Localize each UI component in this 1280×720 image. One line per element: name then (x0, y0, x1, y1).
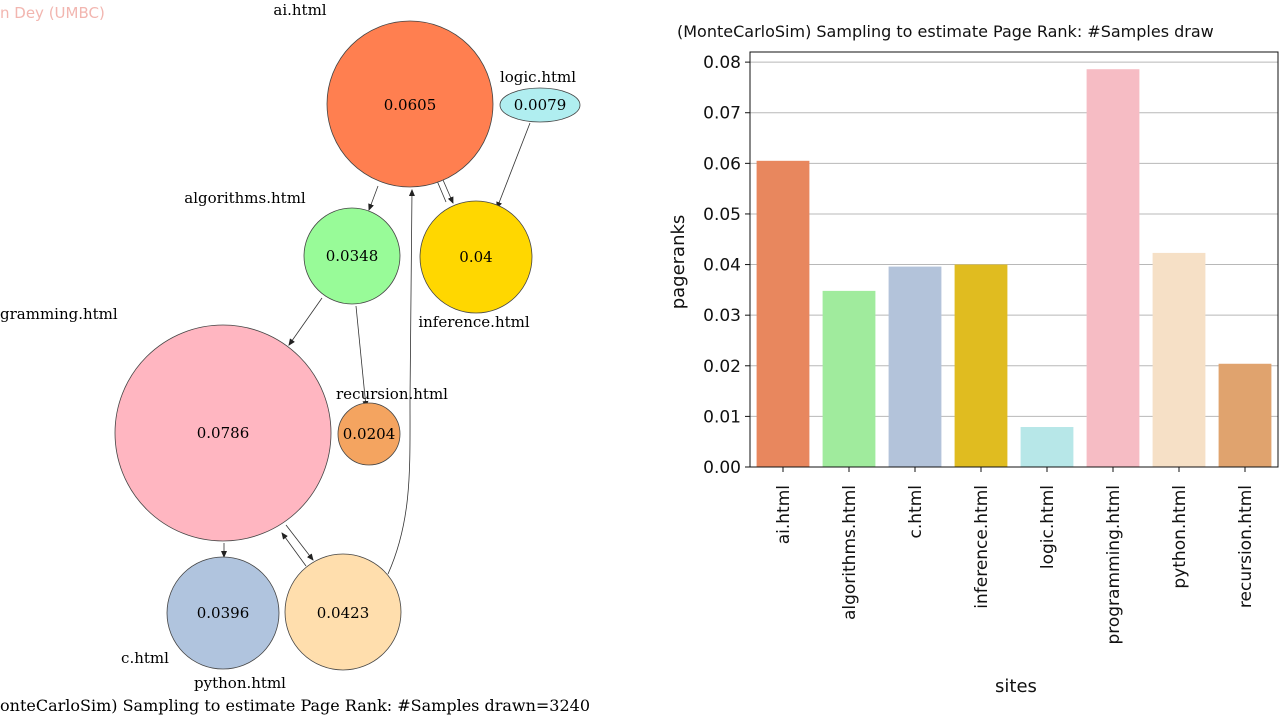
node-python-circle (284, 553, 402, 671)
y-tick-label: 0.06 (703, 154, 741, 174)
node-algorithms-value: 0.0348 (326, 247, 379, 265)
edge-algorithms-programming (288, 297, 323, 346)
y-tick-label: 0.00 (703, 458, 741, 478)
plot-frame (749, 51, 1279, 468)
x-tick-label: logic.html (1038, 485, 1058, 569)
y-tick-label: 0.08 (703, 53, 741, 73)
bar-python (1152, 252, 1206, 467)
node-recursion: 0.0204 recursion.html (336, 385, 448, 466)
node-c-circle (166, 556, 280, 670)
x-axis-label: sites (995, 676, 1037, 697)
chart-title: (MonteCarloSim) Sampling to estimate Pag… (677, 22, 1214, 41)
node-ai-label: ai.html (273, 1, 326, 19)
node-programming: 0.0786 gramming.html (0, 305, 332, 542)
y-tick-label: 0.05 (703, 205, 741, 225)
bar-programming (1086, 69, 1140, 468)
node-python-value: 0.0423 (317, 604, 370, 622)
node-inference-value: 0.04 (459, 248, 492, 266)
node-c-value: 0.0396 (197, 604, 250, 622)
edge-algorithms-recursion (355, 305, 369, 408)
bar-ai (756, 160, 810, 467)
x-tick-label: c.html (906, 485, 926, 538)
edge-ai-algorithms (368, 185, 379, 211)
x-tick-labels: ai.html algorithms.html c.html inference.ht… (774, 467, 1256, 645)
y-tick-label: 0.01 (703, 407, 741, 427)
node-logic-ellipse (499, 87, 581, 123)
node-python: 0.0423 python.html (194, 553, 402, 692)
y-tick-label: 0.07 (703, 104, 741, 124)
node-recursion-label: recursion.html (336, 385, 448, 403)
node-inference: 0.04 inference.html (418, 200, 533, 331)
pagerank-graph: n Dey (UMBC) 0.0605 ai.html 0.0079 logic… (0, 1, 590, 715)
x-tick-label: python.html (1170, 485, 1190, 589)
node-logic-value: 0.0079 (514, 96, 567, 114)
bars (756, 69, 1272, 468)
graph-edges (221, 122, 531, 575)
node-algorithms-label: algorithms.html (184, 189, 306, 207)
bar-inference (954, 264, 1008, 467)
node-programming-value: 0.0786 (197, 424, 250, 442)
bar-logic (1020, 427, 1074, 467)
bar-recursion (1218, 363, 1272, 467)
axes (749, 51, 1279, 468)
node-ai-value: 0.0605 (384, 96, 437, 114)
node-python-label: python.html (194, 674, 286, 692)
node-recursion-value: 0.0204 (343, 425, 396, 443)
node-algorithms-circle (303, 207, 401, 305)
node-ai-circle (326, 20, 494, 188)
x-tick-label: ai.html (774, 485, 794, 544)
node-inference-label: inference.html (418, 313, 530, 331)
watermark: n Dey (UMBC) (0, 4, 105, 22)
x-tick-label: recursion.html (1236, 485, 1256, 608)
x-tick-label: programming.html (1104, 485, 1124, 645)
graph-caption: onteCarloSim) Sampling to estimate Page … (0, 696, 590, 715)
node-logic: 0.0079 logic.html (499, 68, 581, 123)
pagerank-bar-chart: (MonteCarloSim) Sampling to estimate Pag… (668, 22, 1279, 697)
x-tick-label: algorithms.html (840, 485, 860, 620)
node-c-label: c.html (121, 649, 169, 667)
node-c: 0.0396 c.html (121, 556, 280, 670)
node-recursion-circle (337, 402, 401, 466)
node-programming-circle (114, 324, 332, 542)
node-programming-label: gramming.html (0, 305, 118, 323)
edge-programming-python (285, 524, 314, 561)
node-inference-circle (419, 200, 533, 314)
y-tick-labels: 0.00 0.01 0.02 0.03 0.04 0.05 0.06 0.07 0.08 (703, 53, 741, 478)
y-axis-label: pageranks (668, 215, 689, 310)
bar-algorithms (822, 290, 876, 467)
bar-c (888, 266, 942, 467)
edge-logic-inference (496, 122, 531, 209)
edge-python-ai (387, 189, 415, 575)
y-tick-label: 0.04 (703, 256, 741, 276)
node-logic-label: logic.html (500, 68, 576, 86)
y-tick-label: 0.02 (703, 357, 741, 377)
y-tick-label: 0.03 (703, 306, 741, 326)
node-algorithms: 0.0348 algorithms.html (184, 189, 401, 305)
edge-python-programming (281, 532, 307, 567)
node-ai: 0.0605 ai.html (273, 1, 494, 188)
x-tick-label: inference.html (972, 485, 992, 609)
